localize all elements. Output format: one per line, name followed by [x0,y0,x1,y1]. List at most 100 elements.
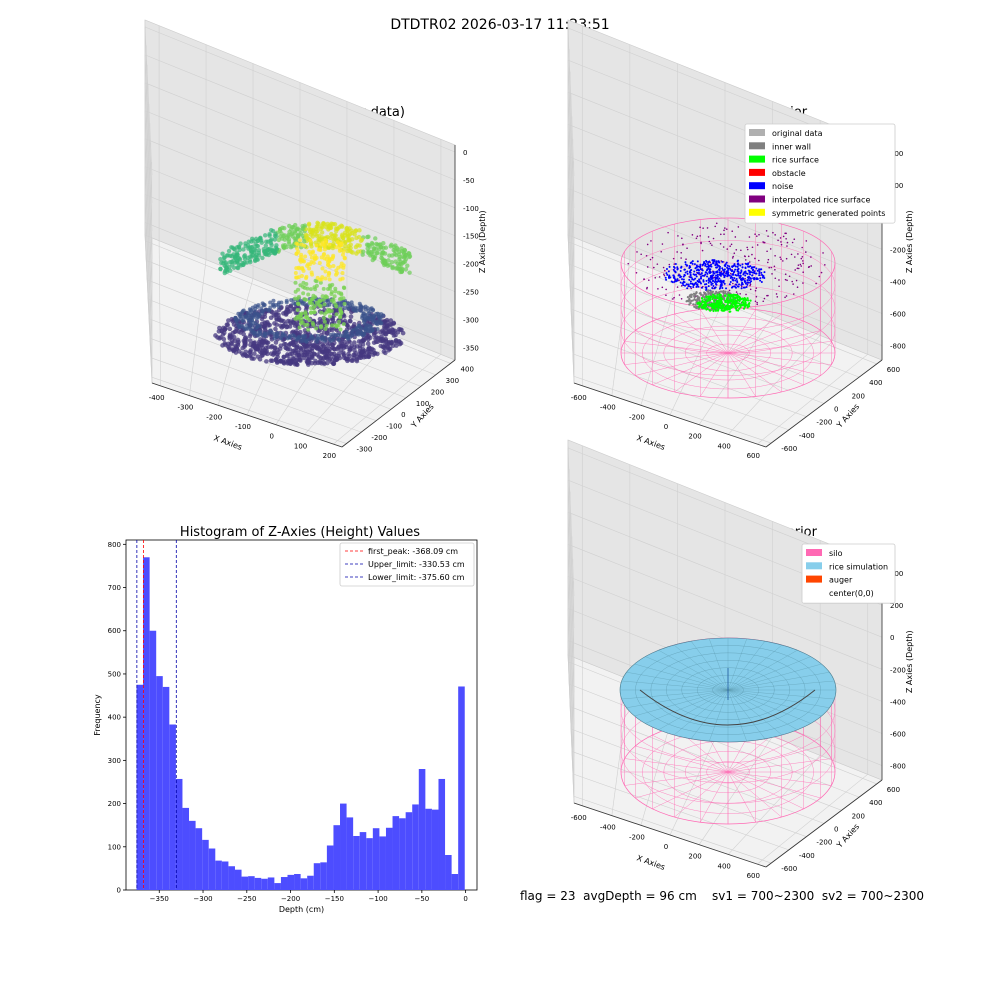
point [289,298,294,303]
interpolated-point [739,292,741,295]
interpolated-point [720,233,722,236]
noise-point [707,278,710,281]
point [332,347,337,352]
rice-surface-point [717,304,720,307]
noise-point [695,275,698,278]
legend-swatch [806,588,822,596]
rice-surface-point [724,299,727,303]
point [346,246,351,251]
noise-point [714,282,717,285]
noise-point [697,285,700,288]
point [236,322,241,327]
point [229,341,235,347]
silo-wireframe [727,352,832,365]
x-axis-line [151,382,343,448]
x-tick-label: 400 [717,862,730,870]
grid-line [144,222,153,371]
point [261,303,266,308]
point [294,357,300,362]
interpolated-point [751,253,753,256]
rice-surface-point [729,305,732,308]
histogram-bar [438,778,446,890]
interpolated-point [804,251,807,253]
point [338,309,343,314]
noise-point [732,265,735,268]
interpolated-point [654,276,657,279]
silo-wireframe [652,352,729,386]
point [267,322,272,328]
point [223,342,228,348]
point [331,297,336,302]
interpolated-point [673,296,675,299]
interpolated-point [731,257,734,259]
interpolated-point [707,236,710,238]
point [309,352,315,357]
interpolated-point [793,256,796,258]
point [282,333,287,338]
histogram-bar [320,862,327,890]
point [273,340,279,345]
point [325,287,330,292]
point [242,256,248,261]
interpolated-point [740,285,743,288]
point [379,252,384,258]
point [273,245,279,250]
rice-surface-point [714,303,718,307]
noise-point [750,266,753,269]
z-tick-label: -300 [463,317,479,325]
legend-swatch [806,549,822,556]
silo-wireframe [727,771,804,809]
noise-point [729,277,732,280]
noise-point [726,264,729,267]
point [341,265,346,270]
legend-swatch [749,168,765,176]
point [353,308,358,313]
histogram-bar [228,866,235,890]
point [336,337,341,342]
interpolated-point [733,252,736,255]
interpolated-point [706,227,709,229]
point [304,276,309,281]
x-tick-label: -400 [600,824,616,832]
point [327,277,332,282]
interpolated-point [724,227,726,229]
x-tick-label: −150 [325,895,344,903]
noise-point [670,280,673,283]
interpolated-point [771,273,773,275]
rice-surface-point [709,303,712,306]
point [336,344,342,349]
point [372,254,378,259]
y-tick-label: 100 [416,400,429,408]
point [291,342,296,347]
rice-surface-point [739,297,742,300]
legend-entry: Lower_limit: -375.60 cm [368,573,465,582]
noise-point [693,263,696,266]
grid-line [567,480,575,629]
noise-point [708,260,711,263]
point [383,350,388,356]
silo-wireframe [727,745,821,773]
interpolated-point [744,277,746,280]
inner-wall-point [692,292,696,295]
point [359,237,365,242]
histogram-bar [254,877,262,890]
histogram-bar [156,676,163,890]
z-tick-label: -800 [890,763,906,771]
rice-surface-point [718,293,721,296]
x-tick-label: −300 [193,895,212,903]
surface-mesh [727,689,822,717]
point [298,258,303,263]
noise-point [674,262,677,265]
point [254,257,260,262]
histogram-bar [313,863,321,890]
silo-wireframe [624,758,729,773]
y-tick-label: 700 [108,584,121,592]
point [322,252,327,257]
point [334,245,339,250]
point [345,232,351,237]
noise-point [715,274,718,277]
point [241,318,246,323]
noise-point [692,285,695,288]
point [371,246,376,251]
grid-line [144,110,153,259]
